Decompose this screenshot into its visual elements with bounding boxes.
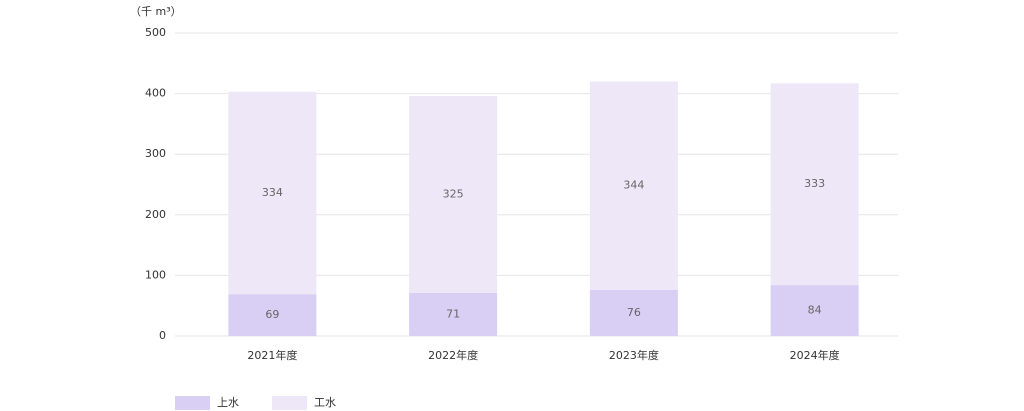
y-tick-label: 0: [159, 329, 166, 342]
bar-segment: [228, 91, 317, 295]
data-label: 69: [265, 308, 279, 321]
x-tick-label: 2024年度: [790, 348, 840, 362]
y-tick-label: 100: [145, 268, 166, 281]
data-label: 76: [627, 306, 641, 319]
legend-swatch: [272, 396, 307, 410]
y-axis-label: （千 m³）: [130, 5, 182, 18]
bar-segment: [228, 294, 317, 336]
legend-label: 工水: [314, 396, 336, 409]
data-label: 334: [262, 186, 283, 199]
x-tick-label: 2021年度: [247, 348, 297, 362]
x-tick-label: 2022年度: [428, 348, 478, 362]
legend-label: 上水: [217, 396, 239, 409]
x-tick-label: 2023年度: [609, 348, 659, 362]
y-tick-label: 500: [145, 26, 166, 39]
y-tick-label: 200: [145, 208, 166, 221]
data-label: 344: [623, 179, 644, 192]
data-label: 84: [808, 304, 822, 317]
y-tick-label: 400: [145, 87, 166, 100]
bar-segment: [409, 96, 498, 293]
bar-segment: [589, 81, 678, 290]
bar-segment: [589, 289, 678, 336]
y-tick-label: 300: [145, 147, 166, 160]
data-label: 333: [804, 177, 825, 190]
bar-segment: [770, 83, 859, 286]
bar-segment: [770, 285, 859, 336]
bar-segment: [409, 292, 498, 336]
data-label: 71: [446, 307, 460, 320]
legend-swatch: [175, 396, 210, 410]
data-label: 325: [443, 187, 464, 200]
